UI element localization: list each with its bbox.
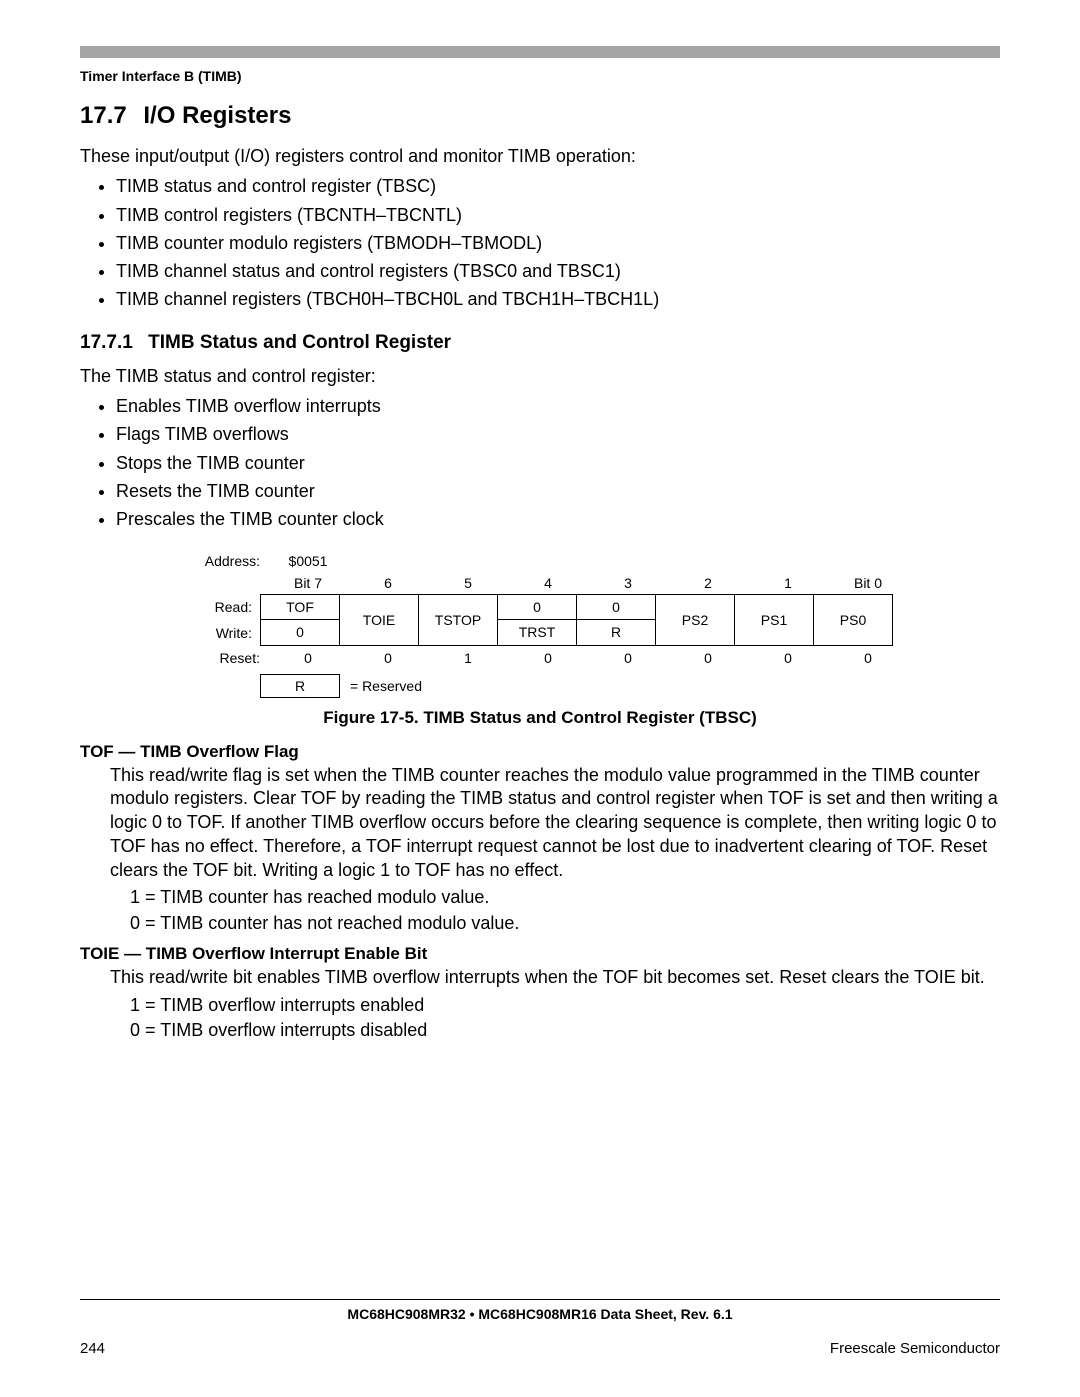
rw-row: Read: Write: TOF 0 TOIE TSTOP <box>190 594 1000 646</box>
reg-cell-read: 0 <box>497 594 577 621</box>
list-item: TIMB status and control register (TBSC) <box>116 174 1000 198</box>
page-container: Timer Interface B (TIMB) 17.7 I/O Regist… <box>0 0 1080 1397</box>
list-item: TIMB channel status and control register… <box>116 259 1000 283</box>
list-item: Enables TIMB overflow interrupts <box>116 394 1000 418</box>
reg-cell-write: 0 <box>260 619 340 646</box>
reset-value: 1 <box>428 646 508 670</box>
address-value: $0051 <box>268 550 348 572</box>
bit-header: 1 <box>748 572 828 594</box>
list-item: Flags TIMB overflows <box>116 422 1000 446</box>
page-number: 244 <box>80 1340 105 1357</box>
footer-center: MC68HC908MR32 • MC68HC908MR16 Data Sheet… <box>80 1306 1000 1322</box>
reset-value: 0 <box>668 646 748 670</box>
field-body: This read/write flag is set when the TIM… <box>110 764 1000 883</box>
field-body: This read/write bit enables TIMB overflo… <box>110 966 1000 990</box>
bit-header: 5 <box>428 572 508 594</box>
bit-header: Bit 7 <box>268 572 348 594</box>
reset-label: Reset: <box>190 646 268 670</box>
reset-value: 0 <box>348 646 428 670</box>
reset-value: 0 <box>268 646 348 670</box>
list-item: TIMB control registers (TBCNTH–TBCNTL) <box>116 203 1000 227</box>
legend-row: R = Reserved <box>190 674 1000 698</box>
address-row: Address: $0051 <box>190 550 1000 572</box>
page-footer: MC68HC908MR32 • MC68HC908MR16 Data Sheet… <box>80 1299 1000 1357</box>
section-heading: 17.7 I/O Registers <box>80 102 1000 130</box>
subsection-title: TIMB Status and Control Register <box>148 332 451 353</box>
write-label: Write: <box>190 620 260 646</box>
section-title: I/O Registers <box>143 102 291 129</box>
reg-cell-write: TRST <box>497 619 577 646</box>
reset-value: 0 <box>588 646 668 670</box>
register-diagram: Address: $0051 Bit 7 6 5 4 3 2 1 Bit 0 R… <box>190 550 1000 698</box>
address-label: Address: <box>190 550 268 572</box>
reg-cell-span: PS0 <box>813 594 893 646</box>
reg-cell-span: TOIE <box>339 594 419 646</box>
subsection-heading: 17.7.1 TIMB Status and Control Register <box>80 332 1000 354</box>
list-item: TIMB counter modulo registers (TBMODH–TB… <box>116 231 1000 255</box>
reg-cell-read: TOF <box>260 594 340 621</box>
top-bar <box>80 40 1000 58</box>
figure-caption: Figure 17-5. TIMB Status and Control Reg… <box>80 708 1000 728</box>
section-number: 17.7 <box>80 102 127 129</box>
field-value: 0 = TIMB counter has not reached modulo … <box>130 912 1000 936</box>
read-label: Read: <box>190 594 260 620</box>
list-item: TIMB channel registers (TBCH0H–TBCH0L an… <box>116 287 1000 311</box>
field-title: TOF — TIMB Overflow Flag <box>80 742 1000 762</box>
field-value: 0 = TIMB overflow interrupts disabled <box>130 1019 1000 1043</box>
reg-cell-span: TSTOP <box>418 594 498 646</box>
subsection-number: 17.7.1 <box>80 332 133 353</box>
bit-header-row: Bit 7 6 5 4 3 2 1 Bit 0 <box>190 572 1000 594</box>
reg-cell-span: PS1 <box>734 594 814 646</box>
list-item: Resets the TIMB counter <box>116 479 1000 503</box>
field-value: 1 = TIMB counter has reached modulo valu… <box>130 886 1000 910</box>
bit-header: Bit 0 <box>828 572 908 594</box>
list-item: Stops the TIMB counter <box>116 451 1000 475</box>
list-item: Prescales the TIMB counter clock <box>116 507 1000 531</box>
reg-cell-write: R <box>576 619 656 646</box>
page-header: Timer Interface B (TIMB) <box>80 68 1000 84</box>
reg-cell-span: PS2 <box>655 594 735 646</box>
reg-cell-read: 0 <box>576 594 656 621</box>
field-value: 1 = TIMB overflow interrupts enabled <box>130 994 1000 1018</box>
reset-value: 0 <box>828 646 908 670</box>
legend-text: = Reserved <box>350 678 422 694</box>
sub-intro-text: The TIMB status and control register: <box>80 364 1000 388</box>
legend-box: R <box>260 674 340 698</box>
io-list: TIMB status and control register (TBSC) … <box>116 174 1000 311</box>
reset-value: 0 <box>508 646 588 670</box>
reset-row: Reset: 0 0 1 0 0 0 0 0 <box>190 646 1000 670</box>
reset-value: 0 <box>748 646 828 670</box>
field-title: TOIE — TIMB Overflow Interrupt Enable Bi… <box>80 944 1000 964</box>
intro-text: These input/output (I/O) registers contr… <box>80 144 1000 168</box>
bit-header: 6 <box>348 572 428 594</box>
bit-header: 4 <box>508 572 588 594</box>
bit-header: 2 <box>668 572 748 594</box>
bit-header: 3 <box>588 572 668 594</box>
footer-right: Freescale Semiconductor <box>830 1340 1000 1357</box>
sub-list: Enables TIMB overflow interrupts Flags T… <box>116 394 1000 531</box>
